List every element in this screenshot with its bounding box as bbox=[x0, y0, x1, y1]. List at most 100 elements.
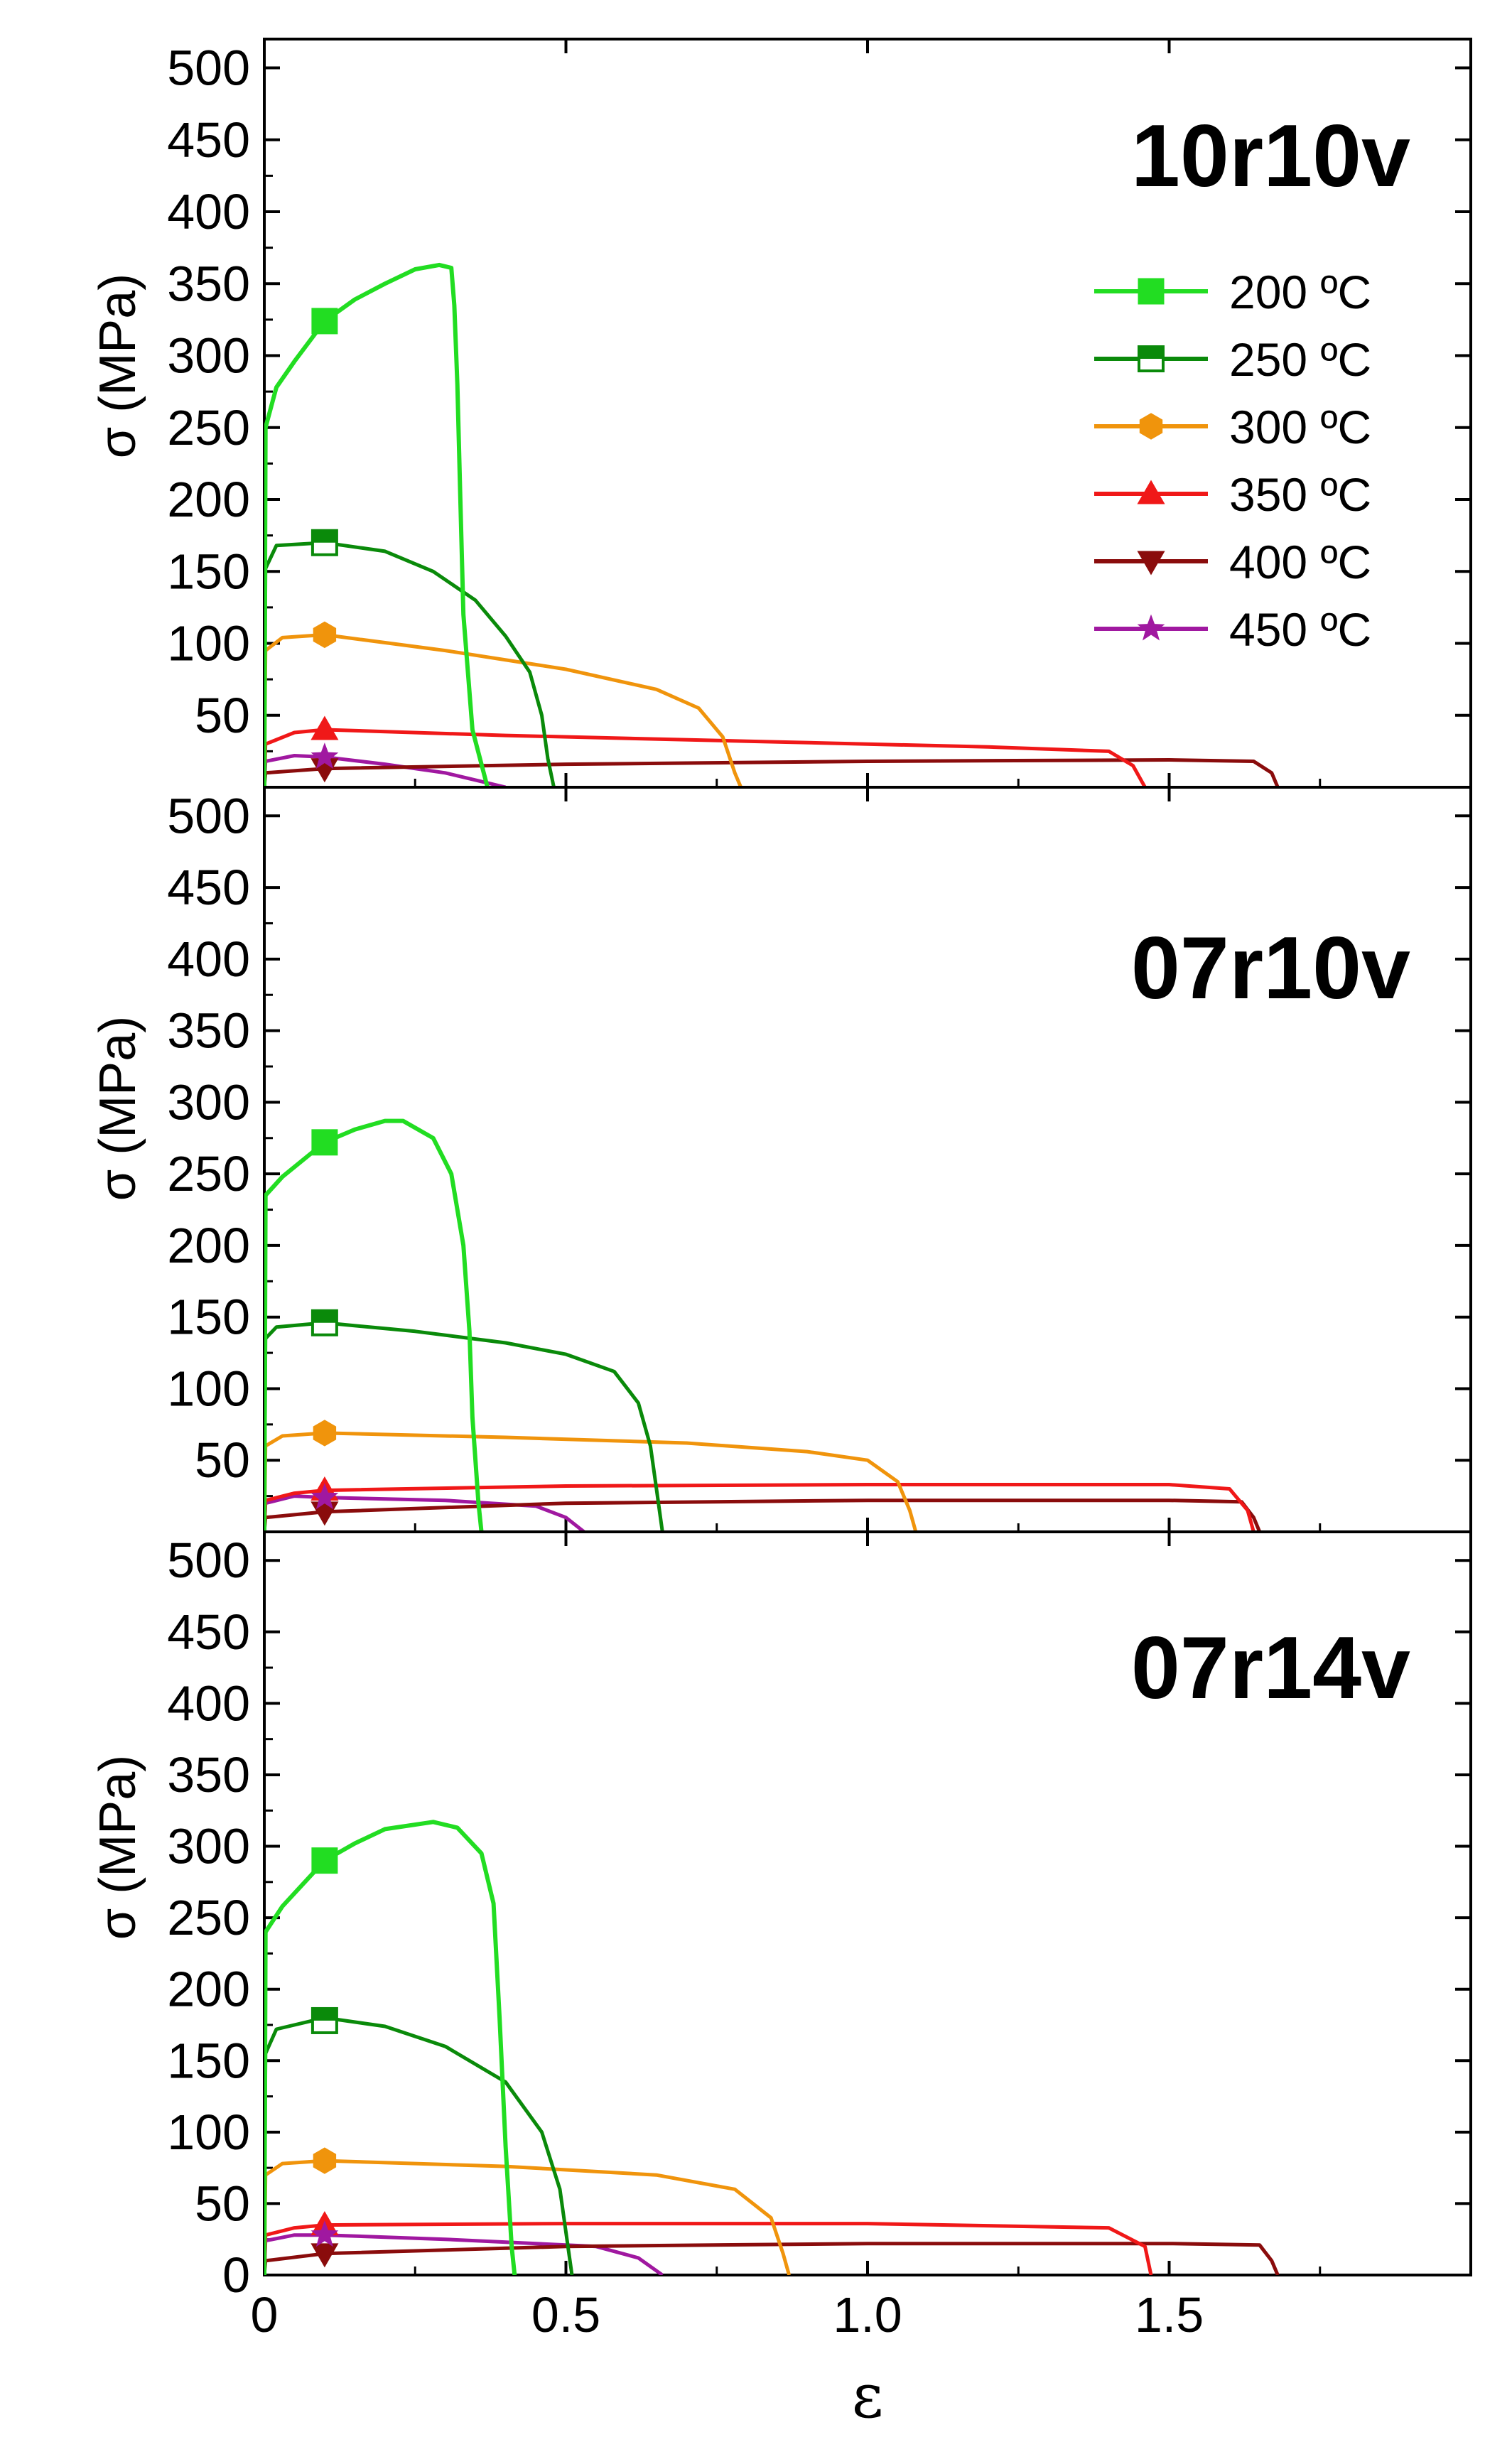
y-tick-label: 250 bbox=[167, 400, 250, 455]
y-tick-label: 400 bbox=[167, 184, 250, 239]
series-line-200-c bbox=[264, 1820, 517, 2275]
y-tick-label: 350 bbox=[167, 1747, 250, 1803]
y-axis-title: σ (MPa) bbox=[90, 1016, 146, 1201]
y-tick-label: 400 bbox=[167, 931, 250, 987]
y-tick-label: 450 bbox=[167, 112, 250, 168]
y-tick-label: 50 bbox=[195, 688, 250, 743]
data-marker-200-c bbox=[311, 308, 338, 335]
series-line-300-c bbox=[264, 1431, 918, 1532]
data-marker-450-c bbox=[310, 2220, 339, 2247]
y-tick-label: 500 bbox=[167, 40, 250, 96]
legend-entry-250-c: 250 ºC bbox=[1094, 333, 1371, 386]
series-line-250-c bbox=[264, 1321, 664, 1532]
y-tick-label: 50 bbox=[195, 1432, 250, 1488]
legend-marker-fill bbox=[1139, 347, 1163, 359]
y-tick-label: 200 bbox=[167, 1962, 250, 2017]
y-tick-label: 450 bbox=[167, 1604, 250, 1660]
panel-title: 10r10v bbox=[1131, 107, 1410, 205]
legend-label: 350 ºC bbox=[1229, 468, 1371, 521]
legend-marker bbox=[1138, 278, 1165, 305]
legend-entry-350-c: 350 ºC bbox=[1094, 468, 1371, 521]
series-line-300-c bbox=[264, 632, 743, 787]
series-line-450-c bbox=[264, 2233, 664, 2275]
y-tick-label: 300 bbox=[167, 1819, 250, 1874]
data-marker-250-c-fill bbox=[312, 2008, 337, 2021]
series-line-250-c bbox=[264, 541, 556, 787]
legend-marker bbox=[1137, 480, 1165, 504]
legend-label: 450 ºC bbox=[1229, 603, 1371, 656]
y-tick-label: 500 bbox=[167, 788, 250, 843]
legend-label: 300 ºC bbox=[1229, 401, 1371, 453]
panel-10r10v: 500 450 400 350 300 250 200 150 100 50 σ (MPa) 10r1… bbox=[90, 38, 1472, 789]
data-marker-450-c bbox=[310, 1483, 339, 1510]
y-tick-label: 150 bbox=[167, 544, 250, 599]
data-marker-300-c bbox=[313, 621, 337, 649]
legend-marker bbox=[1137, 614, 1165, 641]
x-axis-title: ε bbox=[852, 2361, 884, 2432]
data-marker-250-c-fill bbox=[312, 1310, 337, 1323]
y-tick-label: 150 bbox=[167, 1290, 250, 1345]
data-marker-200-c bbox=[311, 1847, 338, 1874]
data-marker-250-c bbox=[310, 529, 338, 556]
data-marker-250-c-fill bbox=[312, 530, 337, 543]
y-tick-label: 450 bbox=[167, 860, 250, 915]
x-tick-label: 1.5 bbox=[1135, 2287, 1204, 2343]
y-tick-label: 300 bbox=[167, 1074, 250, 1130]
series-line-350-c bbox=[264, 728, 1147, 787]
legend-label: 250 ºC bbox=[1229, 333, 1371, 386]
y-tick-label: 100 bbox=[167, 1361, 250, 1416]
legend-marker bbox=[1139, 413, 1163, 440]
data-marker-250-c bbox=[310, 2006, 338, 2034]
y-tick-label: 50 bbox=[195, 2176, 250, 2231]
y-tick-label: 100 bbox=[167, 616, 250, 671]
panel-07r10v: 500 450 400 350 300 250 200 150 100 50 σ (MPa) 07r1… bbox=[90, 786, 1472, 1533]
series-line-300-c bbox=[264, 2159, 792, 2275]
y-tick-label: 0 bbox=[222, 2247, 250, 2303]
y-tick-label: 350 bbox=[167, 256, 250, 311]
y-tick-label: 200 bbox=[167, 472, 250, 527]
legend-marker bbox=[1137, 551, 1165, 576]
y-tick-label: 300 bbox=[167, 328, 250, 384]
x-tick-label: 0 bbox=[251, 2287, 279, 2343]
data-marker-300-c bbox=[313, 1420, 337, 1447]
y-tick-label: 500 bbox=[167, 1533, 250, 1588]
y-axis-title: σ (MPa) bbox=[90, 274, 146, 458]
series-line-250-c bbox=[264, 2016, 574, 2275]
legend-entry-200-c: 200 ºC bbox=[1094, 266, 1371, 318]
x-tick-label: 0.5 bbox=[531, 2287, 600, 2343]
data-marker-300-c bbox=[313, 2147, 337, 2174]
panel-title: 07r10v bbox=[1131, 919, 1410, 1017]
y-tick-label: 250 bbox=[167, 1146, 250, 1201]
x-axis: 0 0.5 1.0 1.5 ε bbox=[251, 2287, 1204, 2432]
legend-label: 400 ºC bbox=[1229, 536, 1371, 588]
y-tick-label: 100 bbox=[167, 2105, 250, 2160]
series-line-200-c bbox=[264, 1118, 484, 1532]
series-line-400-c bbox=[264, 1498, 1262, 1532]
y-tick-label: 150 bbox=[167, 2033, 250, 2088]
legend-marker bbox=[1138, 345, 1165, 372]
legend-label: 200 ºC bbox=[1229, 266, 1371, 318]
series-line-350-c bbox=[264, 1483, 1256, 1532]
data-marker-400-c bbox=[310, 2243, 339, 2268]
series-line-450-c bbox=[264, 754, 507, 787]
legend: 200 ºC 250 ºC 300 ºC 350 ºC 400 ºC 450 ºC bbox=[1094, 266, 1371, 656]
legend-entry-450-c: 450 ºC bbox=[1094, 603, 1371, 656]
data-marker-250-c bbox=[310, 1309, 338, 1336]
data-marker-350-c bbox=[310, 715, 339, 740]
y-tick-label: 400 bbox=[167, 1675, 250, 1731]
data-marker-200-c bbox=[311, 1129, 338, 1156]
legend-entry-400-c: 400 ºC bbox=[1094, 536, 1371, 588]
y-axis-title: σ (MPa) bbox=[90, 1755, 146, 1940]
series-line-450-c bbox=[264, 1494, 585, 1532]
y-tick-label: 200 bbox=[167, 1218, 250, 1273]
x-tick-label: 1.0 bbox=[833, 2287, 902, 2343]
series-line-400-c bbox=[264, 2242, 1280, 2275]
y-tick-label: 350 bbox=[167, 1003, 250, 1059]
panel-title: 07r14v bbox=[1131, 1619, 1410, 1717]
series-line-400-c bbox=[264, 758, 1280, 787]
legend-entry-300-c: 300 ºC bbox=[1094, 401, 1371, 453]
y-tick-label: 250 bbox=[167, 1890, 250, 1945]
